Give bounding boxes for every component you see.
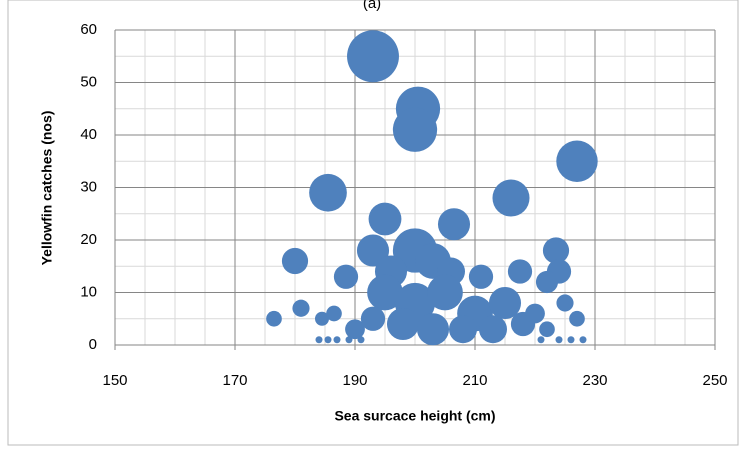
bubble (539, 321, 555, 338)
y-tick-label: 40 (80, 126, 97, 143)
bubble (345, 319, 365, 340)
bubble (347, 30, 399, 83)
bubble (309, 173, 347, 212)
y-axis-label: Yellowfin catches (nos) (39, 111, 55, 266)
y-tick-label: 10 (80, 283, 97, 300)
bubble (492, 179, 530, 217)
plot (266, 30, 598, 346)
bubble (556, 140, 598, 182)
bubble (368, 202, 402, 236)
bubble (479, 315, 507, 344)
bubble (579, 336, 587, 344)
bubble (556, 294, 574, 312)
bubble (386, 307, 420, 341)
bubble (567, 336, 575, 344)
bubble (281, 247, 309, 275)
bubble (345, 336, 353, 344)
x-tick-label: 170 (222, 372, 247, 389)
bubble (292, 299, 310, 317)
bubble (542, 237, 570, 264)
chart-title: (a) (363, 0, 381, 12)
bubble (507, 259, 533, 284)
y-tick-label: 50 (80, 73, 97, 90)
bubble (468, 264, 494, 289)
bubble (333, 336, 341, 344)
bubble (315, 336, 323, 344)
bubble (449, 315, 477, 344)
y-tick-label: 60 (80, 21, 97, 38)
x-tick-label: 150 (102, 372, 127, 389)
x-axis-label: Sea surcace height (cm) (334, 408, 495, 424)
x-tick-label: 230 (582, 372, 607, 389)
y-tick-label: 20 (80, 231, 97, 248)
bubble (537, 336, 545, 344)
y-tick-label: 30 (80, 178, 97, 195)
bubble (535, 270, 559, 294)
bubble (525, 303, 545, 324)
bubble (333, 264, 359, 289)
bubble (437, 208, 471, 241)
bubble (427, 274, 463, 311)
bubble (266, 310, 282, 327)
bubble (555, 336, 563, 344)
bubble (569, 310, 585, 327)
x-tick-label: 210 (462, 372, 487, 389)
bubble (416, 313, 450, 346)
y-tick-label: 0 (89, 336, 97, 353)
bubble (367, 274, 403, 311)
bubble (356, 234, 390, 267)
bubble (326, 305, 342, 322)
bubble (324, 336, 332, 344)
x-tick-label: 190 (342, 372, 367, 389)
bubble (488, 286, 522, 320)
bubble (315, 311, 329, 326)
bubble (360, 306, 386, 331)
bubble (357, 336, 365, 344)
x-tick-label: 250 (702, 372, 727, 389)
bubble (392, 107, 438, 152)
